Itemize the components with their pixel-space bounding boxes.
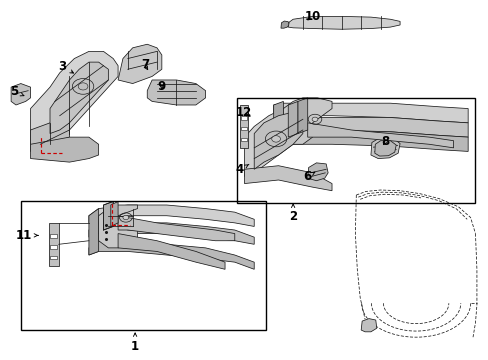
Text: 2: 2 <box>288 204 297 223</box>
Polygon shape <box>30 123 69 152</box>
Polygon shape <box>297 98 307 134</box>
Polygon shape <box>111 202 118 226</box>
Text: 3: 3 <box>58 60 73 73</box>
Polygon shape <box>287 102 297 137</box>
Text: 7: 7 <box>141 58 148 72</box>
Polygon shape <box>103 202 113 230</box>
Polygon shape <box>307 123 453 148</box>
Text: 9: 9 <box>158 80 165 93</box>
Polygon shape <box>244 109 307 176</box>
Circle shape <box>311 117 317 121</box>
Polygon shape <box>89 208 99 255</box>
Text: 4: 4 <box>235 163 248 176</box>
Text: 8: 8 <box>381 135 389 148</box>
Polygon shape <box>273 102 283 148</box>
Text: 5: 5 <box>10 85 24 98</box>
Bar <box>240 116 246 120</box>
Text: 11: 11 <box>16 229 38 242</box>
Polygon shape <box>283 98 331 144</box>
Text: 6: 6 <box>303 170 314 183</box>
Polygon shape <box>118 216 234 241</box>
Polygon shape <box>254 112 302 169</box>
Bar <box>50 245 57 249</box>
Bar <box>50 234 57 238</box>
Text: 10: 10 <box>304 10 320 23</box>
Bar <box>50 256 57 259</box>
Polygon shape <box>89 205 254 226</box>
Polygon shape <box>273 117 467 137</box>
Polygon shape <box>30 137 99 162</box>
Polygon shape <box>361 319 376 332</box>
Polygon shape <box>11 84 30 105</box>
Polygon shape <box>374 141 395 156</box>
Circle shape <box>271 136 280 142</box>
Polygon shape <box>89 241 254 269</box>
Text: 12: 12 <box>235 105 251 119</box>
Polygon shape <box>89 223 254 244</box>
Text: 1: 1 <box>131 333 139 352</box>
Polygon shape <box>244 166 331 191</box>
Polygon shape <box>49 223 59 266</box>
Polygon shape <box>287 17 399 29</box>
Bar <box>240 138 246 141</box>
Bar <box>240 127 246 130</box>
Circle shape <box>122 215 128 220</box>
Circle shape <box>78 83 88 90</box>
Polygon shape <box>281 21 288 28</box>
Polygon shape <box>99 205 137 248</box>
Polygon shape <box>30 51 118 144</box>
Polygon shape <box>239 105 248 148</box>
Polygon shape <box>147 80 205 105</box>
Polygon shape <box>118 44 162 84</box>
Bar <box>237 98 474 203</box>
Bar <box>21 202 266 330</box>
Polygon shape <box>273 103 467 123</box>
Polygon shape <box>307 163 327 181</box>
Polygon shape <box>50 62 108 134</box>
Polygon shape <box>118 234 224 269</box>
Polygon shape <box>370 138 399 158</box>
Polygon shape <box>273 132 467 152</box>
